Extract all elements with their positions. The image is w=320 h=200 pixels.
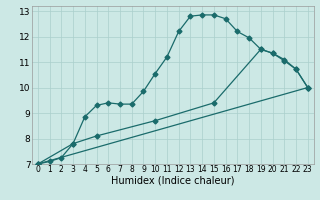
X-axis label: Humidex (Indice chaleur): Humidex (Indice chaleur) <box>111 176 235 186</box>
